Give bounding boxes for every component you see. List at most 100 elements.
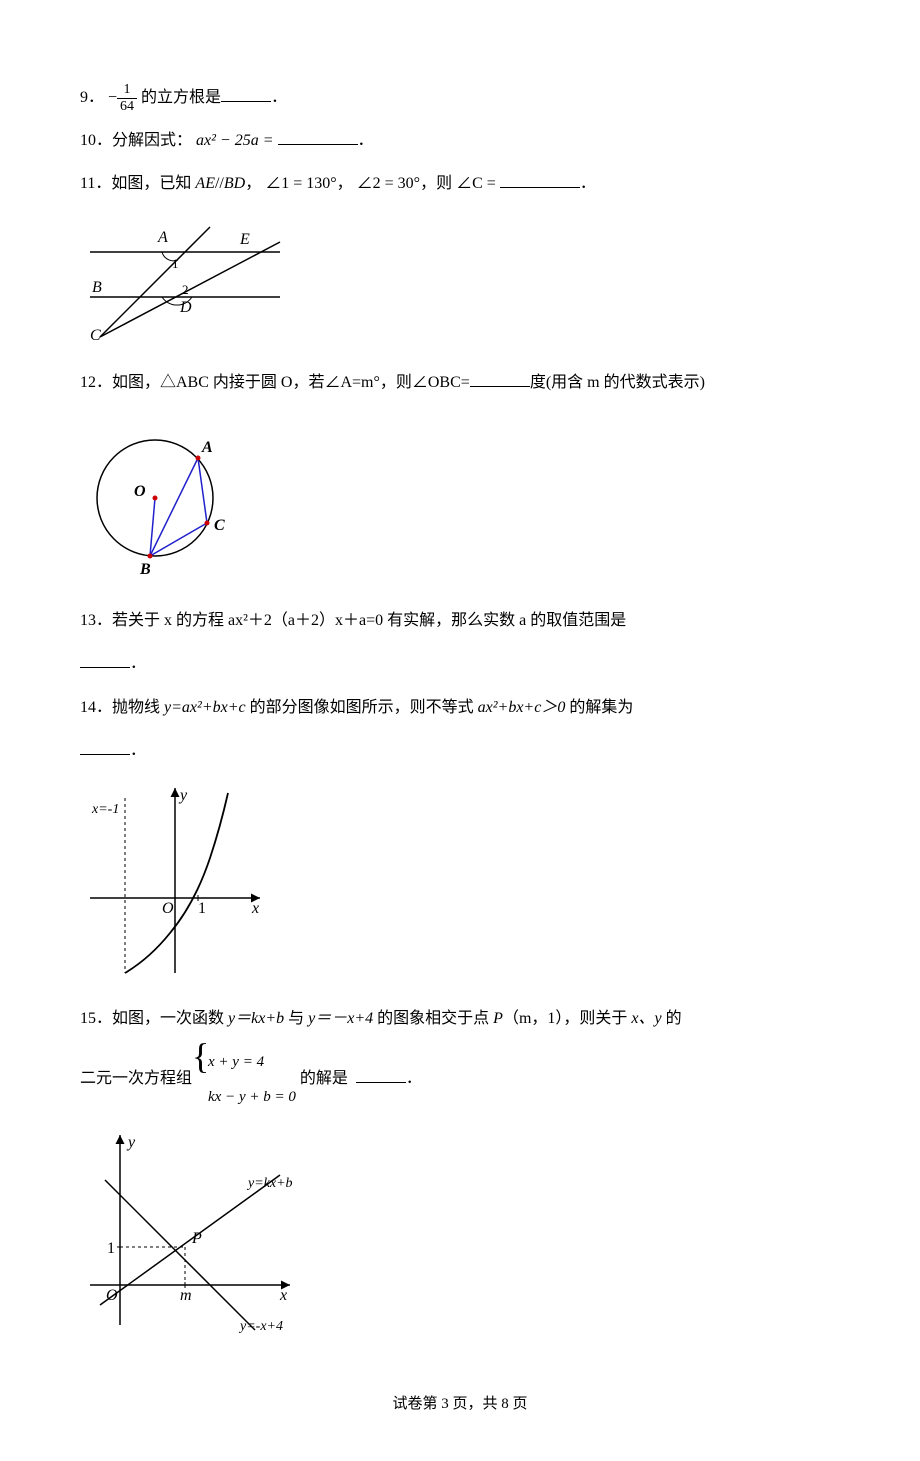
q9-minus: − [108,89,117,106]
q15-svg: y x O 1 m P y=kx+b y=-x+4 [80,1125,310,1335]
q15-label-m: m [180,1287,192,1304]
q9-number: 9 [80,89,88,106]
q11-AE: AE [195,175,215,192]
q15-label-1: 1 [107,1240,115,1257]
q10-period: ． [358,132,374,149]
q11-line-CA [100,227,210,337]
q15-blank [356,1066,406,1083]
question-13-blank-line: ． [80,646,840,681]
q11-label-B: B [92,279,102,296]
q15-t1: ．如图，一次函数 [96,1010,228,1027]
q14-parabola [125,793,228,973]
q11-label-1: 1 [172,256,179,271]
q15-t3: 的图象相交于点 [373,1010,493,1027]
q15-period: ． [406,1070,422,1087]
q15-t2: 与 [284,1010,308,1027]
q11-BD: BD [224,175,245,192]
q15-sys2: kx − y + b = 0 [208,1089,296,1105]
q12-triangle [150,458,207,556]
question-13: 13．若关于 x 的方程 ax²＋2（a＋2）x＋a=0 有实解，那么实数 a … [80,603,840,638]
q9-period: ． [271,89,287,106]
q12-dot-B [148,553,153,558]
page-footer: 试卷第 3 页，共 8 页 [80,1388,840,1421]
q11-c1: ， [245,175,261,192]
q11-label-A: A [157,229,168,246]
q15-sys1: x + y = 4 [208,1054,264,1070]
q11-label-2: 2 [182,282,189,297]
q13-t1: ．若关于 x 的方程 ax²＋2（a＋2）x＋a=0 有实解，那么实数 a 的取… [96,612,626,629]
q14-label-O: O [162,900,174,917]
q9-frac-den: 64 [117,99,137,114]
q11-c3: ，则 [420,175,452,192]
q14-blank [80,738,130,755]
q15-xy: x、y [631,1010,661,1027]
q10-expr: ax² − 25a = [196,132,274,149]
q11-t1: ．如图，已知 [95,175,195,192]
question-9: 9． −164 的立方根是． [80,80,840,115]
q12-svg: O A B C [80,410,240,580]
q13-blank [80,651,130,668]
q15-number: 15 [80,1010,96,1027]
q12-figure: O A B C [80,410,840,593]
question-14-blank-line: ． [80,733,840,768]
q11-period: ． [580,175,596,192]
q11-angle1: ∠1 = 130° [265,175,336,192]
q15-t5: 的 [662,1010,682,1027]
q15-system: x + y = 4 kx − y + b = 0 [196,1044,296,1114]
q15-label-y: y [126,1134,136,1151]
q15-t6: 二元一次方程组 [80,1070,192,1087]
q10-number: 10 [80,132,96,149]
q11-parallel: // [215,175,224,192]
q12-label-B: B [139,561,151,578]
q12-number: 12 [80,374,96,391]
q15-eq2: y＝－x+4 [308,1010,373,1027]
q9-text: 的立方根是 [141,89,221,106]
q15-label-line1: y=kx+b [246,1176,293,1191]
q10-label: ．分解因式： [96,132,192,149]
question-15: 15．如图，一次函数 y＝kx+b 与 y＝－x+4 的图象相交于点 P（m，1… [80,1001,840,1036]
question-11: 11．如图，已知 AE//BD， ∠1 = 130°， ∠2 = 30°，则 ∠… [80,166,840,201]
q12-label-O: O [134,483,146,500]
q12-t1: ．如图，△ABC 内接于圆 O，若∠A=m°，则∠OBC= [96,374,470,391]
q14-svg: y x O 1 x=-1 [80,778,280,978]
q11-line-CE [100,242,280,337]
q14-eq1: y=ax²+bx+c [164,699,246,716]
q15-figure: y x O 1 m P y=kx+b y=-x+4 [80,1125,840,1348]
q11-label-E: E [239,231,250,248]
q12-blank [470,370,530,387]
q11-blank [500,171,580,188]
question-10: 10．分解因式： ax² − 25a = ． [80,123,840,158]
q14-label-y: y [178,787,188,804]
q11-label-D: D [179,299,192,316]
q15-eq1: y＝kx+b [228,1010,284,1027]
q15-label-x: x [279,1287,287,1304]
q14-label-xeq: x=-1 [91,802,119,817]
q14-label-x: x [251,900,259,917]
question-14: 14．抛物线 y=ax²+bx+c 的部分图像如图所示，则不等式 ax²+bx+… [80,690,840,725]
q14-number: 14 [80,699,96,716]
q14-t1: ．抛物线 [96,699,164,716]
q11-label-C: C [90,327,101,342]
q15-P: P [493,1010,503,1027]
q15-t7: 的解是 [300,1070,348,1087]
q11-figure: A E B D C 1 2 [80,212,840,355]
q13-period: ． [130,655,146,672]
footer-text: 试卷第 3 页，共 8 页 [392,1396,527,1412]
q12-label-A: A [201,439,213,456]
q12-dot-O [153,495,158,500]
q12-label-C: C [214,517,225,534]
q14-t3: 的解集为 [565,699,633,716]
q13-number: 13 [80,612,96,629]
q15-paren: （m，1） [503,1010,563,1027]
q11-svg: A E B D C 1 2 [80,212,300,342]
q14-period: ． [130,742,146,759]
q9-blank [221,85,271,102]
q14-t2: 的部分图像如图所示，则不等式 [246,699,478,716]
q14-label-1: 1 [198,900,206,917]
q12-dot-C [205,520,210,525]
q10-blank [278,128,358,145]
question-12: 12．如图，△ABC 内接于圆 O，若∠A=m°，则∠OBC=度(用含 m 的代… [80,365,840,400]
q11-number: 11 [80,175,95,192]
q12-dot-A [196,455,201,460]
q11-c2: ， [337,175,353,192]
